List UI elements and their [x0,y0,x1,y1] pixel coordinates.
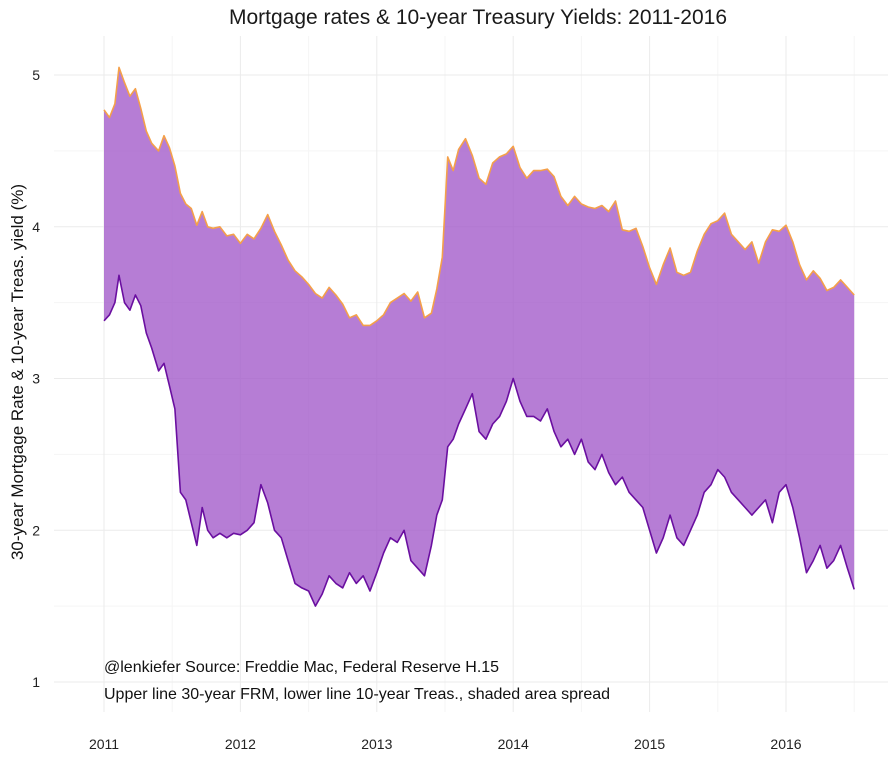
upper-line-30yr-frm [103,66,855,327]
y-tick-label: 5 [32,67,40,83]
x-tick-label: 2015 [634,736,665,752]
x-tick-label: 2016 [770,736,801,752]
y-tick-label: 2 [32,522,40,538]
chart-title: Mortgage rates & 10-year Treasury Yields… [229,6,727,29]
y-tick-label: 3 [32,371,40,387]
x-tick-label: 2013 [361,736,392,752]
y-tick-labels: 1 2 3 4 5 [32,67,40,690]
y-tick-label: 1 [32,674,40,690]
lower-line-10yr-treasury [103,274,855,607]
y-axis-label: 30-year Mortgage Rate & 10-year Treas. y… [8,184,27,560]
spread-area [104,67,855,607]
x-tick-label: 2012 [225,736,256,752]
caption-description: Upper line 30-year FRM, lower line 10-ye… [104,686,610,703]
x-tick-label: 2014 [498,736,529,752]
x-tick-label: 2011 [89,736,119,752]
x-tick-labels: 2011 2012 2013 2014 2015 2016 [89,736,802,752]
caption-source: @lenkiefer Source: Freddie Mac, Federal … [104,659,499,676]
y-tick-label: 4 [32,219,40,235]
